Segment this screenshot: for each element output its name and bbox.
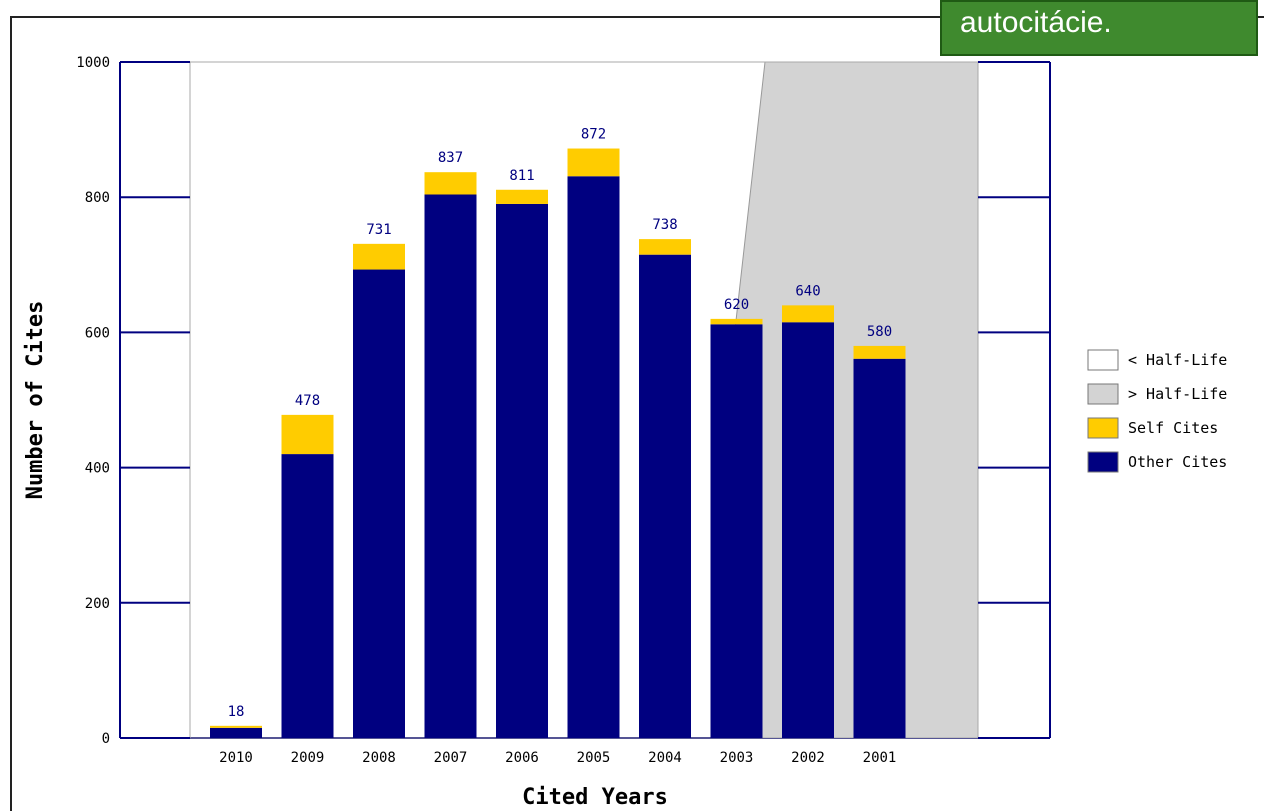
x-tick-label: 2007: [434, 750, 468, 766]
bar-self-cites: [567, 148, 620, 177]
y-tick-label: 800: [85, 190, 110, 206]
bar-self-cites: [710, 318, 763, 325]
legend-swatch: [1087, 417, 1119, 439]
bar-self-cites: [353, 243, 405, 270]
y-tick-label: 200: [85, 596, 110, 612]
bar-other-cites: [639, 254, 691, 738]
legend-label: Other Cites: [1128, 453, 1227, 471]
x-tick-label: 2001: [863, 750, 897, 766]
x-tick-label: 2005: [577, 750, 611, 766]
x-tick-label: 2002: [791, 750, 825, 766]
bar-total-label: 811: [509, 168, 534, 184]
bar-total-label: 872: [581, 127, 606, 143]
x-tick-label: 2008: [362, 750, 396, 766]
y-axis-label: Number of Cites: [23, 301, 48, 500]
bar-other-cites: [496, 203, 548, 738]
bar-self-cites: [782, 305, 834, 323]
legend-swatch: [1087, 451, 1119, 473]
legend-swatch: [1087, 349, 1119, 371]
bar-self-cites: [639, 239, 691, 255]
bar-self-cites: [496, 189, 548, 204]
bar-total-label: 640: [795, 283, 820, 299]
x-tick-label: 2010: [219, 750, 253, 766]
y-tick-label: 400: [85, 461, 110, 477]
bar-other-cites: [353, 269, 405, 738]
bar-other-cites: [281, 454, 334, 738]
bar-self-cites: [424, 172, 477, 195]
bar-total-label: 18: [228, 704, 245, 720]
y-tick-label: 1000: [76, 55, 110, 71]
callout-text: autocitácie.: [960, 6, 1112, 39]
legend-label: < Half-Life: [1128, 351, 1227, 369]
callout-box: autocitácie.: [940, 0, 1258, 56]
chart-frame: [10, 16, 1264, 811]
bar-total-label: 620: [724, 297, 749, 313]
legend-label: Self Cites: [1128, 419, 1218, 437]
bar-total-label: 580: [867, 324, 892, 340]
bar-other-cites: [853, 358, 906, 738]
x-tick-label: 2004: [648, 750, 682, 766]
legend-label: > Half-Life: [1128, 385, 1227, 403]
bar-other-cites: [210, 727, 262, 738]
bar-total-label: 731: [366, 222, 391, 238]
bar-self-cites: [281, 414, 334, 455]
y-tick-label: 0: [102, 731, 110, 747]
x-axis-label: Cited Years: [522, 785, 668, 810]
bar-other-cites: [424, 194, 477, 739]
bar-total-label: 738: [652, 217, 677, 233]
bar-self-cites: [210, 725, 262, 728]
y-tick-label: 600: [85, 325, 110, 341]
bar-other-cites: [710, 324, 763, 738]
bar-total-label: 837: [438, 150, 463, 166]
x-tick-label: 2009: [291, 750, 325, 766]
bar-total-label: 478: [295, 393, 320, 409]
x-tick-label: 2003: [720, 750, 754, 766]
bar-other-cites: [567, 176, 620, 738]
bar-other-cites: [782, 322, 834, 738]
x-tick-label: 2006: [505, 750, 539, 766]
legend-swatch: [1087, 383, 1119, 405]
bar-self-cites: [853, 345, 906, 359]
